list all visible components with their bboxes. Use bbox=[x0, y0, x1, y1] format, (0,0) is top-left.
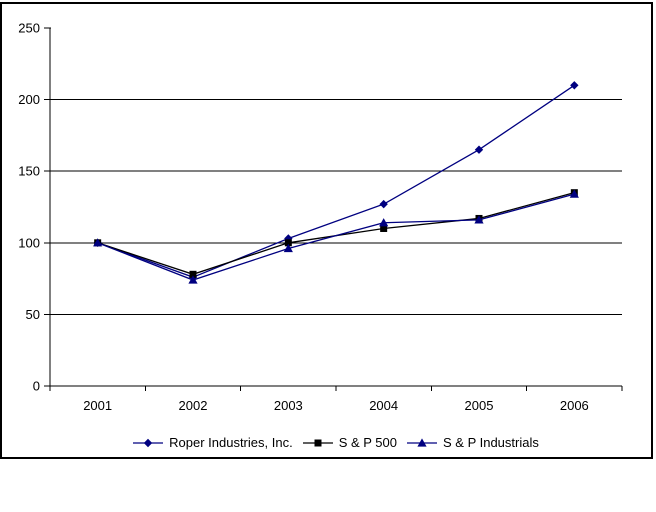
series-roper-industries-inc bbox=[93, 81, 579, 282]
square-marker bbox=[189, 270, 197, 278]
square-legend-key-icon bbox=[302, 439, 333, 447]
series-line bbox=[97, 192, 575, 275]
y-axis-tick-label: 0 bbox=[33, 379, 40, 394]
triangle-marker bbox=[417, 438, 427, 447]
triangle-legend-key-icon bbox=[407, 438, 437, 447]
square-marker bbox=[380, 224, 388, 232]
triangle-marker bbox=[379, 218, 389, 227]
diamond-marker bbox=[379, 199, 388, 209]
y-axis-tick-label: 150 bbox=[18, 164, 40, 179]
diamond-marker bbox=[474, 145, 484, 154]
diamond-legend-key-icon bbox=[133, 438, 164, 448]
triangle-marker bbox=[93, 238, 103, 247]
legend-label: S & P Industrials bbox=[443, 435, 539, 450]
legend-item-roper-industries-inc: Roper Industries, Inc. bbox=[133, 435, 293, 451]
legend-item-s-p-500: S & P 500 bbox=[302, 435, 397, 451]
series-line bbox=[97, 84, 575, 278]
x-axis-tick-label: 2001 bbox=[83, 398, 112, 413]
legend-label: S & P 500 bbox=[338, 435, 397, 450]
x-axis-tick-label: 2006 bbox=[560, 398, 589, 413]
diamond-marker bbox=[570, 81, 579, 90]
y-axis-tick-label: 250 bbox=[18, 21, 40, 36]
chart-frame bbox=[0, 2, 653, 459]
square-marker bbox=[314, 439, 322, 447]
legend-label: Roper Industries, Inc. bbox=[169, 435, 293, 450]
triangle-marker bbox=[569, 189, 579, 198]
triangle-marker bbox=[283, 243, 293, 253]
y-axis-tick-label: 100 bbox=[18, 235, 40, 250]
series-s-p-500 bbox=[94, 189, 578, 278]
y-axis-tick-label: 200 bbox=[18, 92, 40, 107]
diamond-marker bbox=[143, 438, 153, 448]
triangle-marker bbox=[188, 275, 198, 284]
x-axis-tick-label: 2005 bbox=[465, 398, 494, 413]
x-axis-tick-label: 2004 bbox=[369, 398, 398, 413]
triangle-marker bbox=[474, 215, 484, 224]
square-marker bbox=[284, 239, 292, 247]
y-axis-tick-label: 50 bbox=[26, 307, 40, 322]
legend-item-s-p-industrials: S & P Industrials bbox=[407, 435, 539, 451]
series-s-p-industrials bbox=[93, 189, 579, 284]
x-axis-tick-label: 2002 bbox=[179, 398, 208, 413]
chart-legend: Roper Industries, Inc. S & P 500 S & P Ind… bbox=[50, 434, 622, 452]
series-line bbox=[97, 193, 575, 281]
x-axis-tick-label: 2003 bbox=[274, 398, 303, 413]
